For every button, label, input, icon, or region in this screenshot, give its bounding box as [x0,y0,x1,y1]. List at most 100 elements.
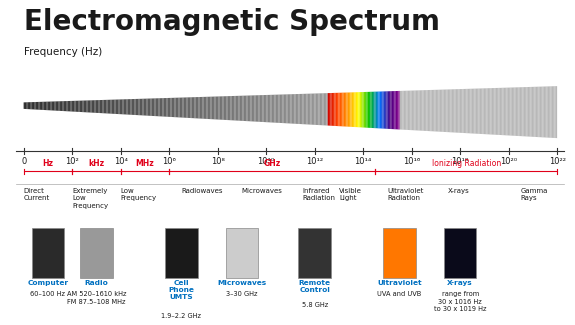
Polygon shape [537,87,538,137]
Polygon shape [528,87,529,136]
Polygon shape [161,98,162,116]
Polygon shape [136,99,137,115]
Polygon shape [396,91,397,129]
Polygon shape [116,99,117,114]
Polygon shape [141,99,143,115]
Polygon shape [419,90,420,131]
Polygon shape [301,94,302,124]
Polygon shape [236,96,237,121]
Polygon shape [254,95,256,122]
Polygon shape [208,97,209,119]
Polygon shape [187,98,189,118]
Polygon shape [441,90,442,132]
Polygon shape [474,89,476,134]
Polygon shape [462,89,464,133]
Polygon shape [282,95,283,123]
Polygon shape [392,91,393,129]
Polygon shape [225,96,227,120]
Polygon shape [423,90,424,131]
Polygon shape [152,98,153,116]
Polygon shape [292,94,293,124]
Polygon shape [517,87,519,136]
Polygon shape [312,94,313,125]
Polygon shape [246,96,248,121]
Polygon shape [69,101,70,111]
Polygon shape [43,102,44,110]
Polygon shape [162,98,164,117]
Polygon shape [166,98,168,117]
Polygon shape [57,101,58,111]
Polygon shape [179,98,181,118]
Polygon shape [49,101,50,110]
Polygon shape [386,91,388,129]
Polygon shape [233,96,235,121]
Polygon shape [94,100,95,113]
Polygon shape [133,99,135,115]
Polygon shape [550,86,552,138]
Polygon shape [339,93,340,126]
Polygon shape [481,88,482,134]
Polygon shape [305,94,306,124]
Polygon shape [389,91,390,129]
Polygon shape [256,95,257,122]
Polygon shape [269,95,270,123]
Polygon shape [279,95,281,123]
Polygon shape [232,96,233,120]
Polygon shape [519,87,520,136]
Polygon shape [32,102,33,110]
Text: 0: 0 [21,157,26,166]
Polygon shape [546,86,548,137]
Polygon shape [41,102,43,110]
Polygon shape [323,93,324,125]
Polygon shape [64,101,65,111]
Polygon shape [497,88,499,135]
Polygon shape [485,88,486,134]
Polygon shape [149,98,150,116]
Polygon shape [504,88,505,135]
Polygon shape [53,101,54,111]
Polygon shape [148,98,149,116]
Polygon shape [58,101,60,111]
Polygon shape [277,95,278,123]
Polygon shape [278,95,279,123]
Polygon shape [503,88,504,135]
Polygon shape [60,101,61,111]
Polygon shape [126,99,128,115]
Polygon shape [240,96,241,121]
Polygon shape [137,99,139,115]
Polygon shape [499,88,500,135]
Polygon shape [139,99,140,115]
Polygon shape [99,100,101,113]
Polygon shape [527,87,528,136]
Polygon shape [165,98,166,117]
Text: Computer: Computer [28,280,68,286]
Polygon shape [436,90,437,132]
Polygon shape [112,100,113,114]
Polygon shape [411,91,412,130]
Polygon shape [362,92,364,127]
Polygon shape [76,101,77,112]
Polygon shape [509,87,511,136]
Text: Visible
Light: Visible Light [339,188,362,201]
Polygon shape [466,89,468,133]
Polygon shape [275,95,277,123]
Polygon shape [427,90,428,131]
Polygon shape [446,89,448,132]
Polygon shape [248,96,249,121]
Polygon shape [77,101,78,112]
Polygon shape [194,97,196,118]
Polygon shape [25,102,26,109]
Polygon shape [272,95,273,123]
Polygon shape [357,92,358,127]
Polygon shape [87,100,89,112]
Polygon shape [304,94,305,124]
Polygon shape [235,96,236,121]
Polygon shape [488,88,489,135]
Polygon shape [544,86,545,137]
Polygon shape [309,94,311,124]
Polygon shape [201,97,202,119]
Polygon shape [177,98,178,117]
Polygon shape [512,87,513,136]
Polygon shape [335,93,336,126]
Polygon shape [229,96,231,120]
